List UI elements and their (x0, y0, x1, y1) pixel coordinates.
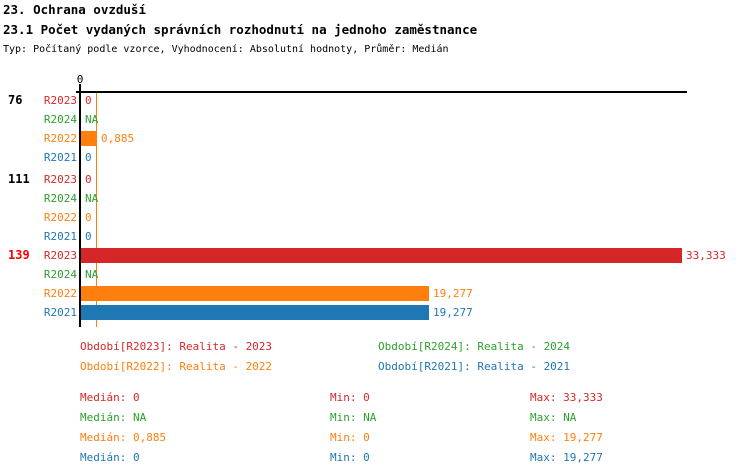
stat-max: Max: 33,333 (530, 391, 603, 404)
legend-item: Období[R2021]: Realita - 2021 (378, 360, 571, 373)
bar-value-label: NA (85, 192, 99, 205)
stat-min: Min: 0 (330, 451, 370, 464)
bar-row-label: R2021 (43, 230, 77, 243)
legend-item: Období[R2024]: Realita - 2024 (378, 340, 571, 353)
bar-row-label: R2024 (43, 113, 77, 126)
stat-min: Min: NA (330, 411, 377, 424)
chart-meta-line: Typ: Počítaný podle vzorce, Vyhodnocení:… (3, 44, 449, 55)
bar-value-label: 0,885 (101, 132, 135, 145)
axis-tick-label: 0 (76, 73, 84, 86)
bar (81, 248, 682, 263)
bar-value-label: 0 (85, 94, 92, 107)
bar-row-label: R2023 (43, 173, 77, 186)
stat-max: Max: NA (530, 411, 577, 424)
bar-chart: 0 76 R2023 0 R2024 NA R2022 0,885 R2021 0 111 R202… (0, 70, 750, 338)
bar-row-label: R2023 (43, 94, 77, 107)
bar-row-label: R2024 (43, 268, 77, 281)
page-title: 23. Ochrana ovzduší (3, 2, 146, 17)
bar-value-label: 0 (85, 173, 92, 186)
stat-max: Max: 19,277 (530, 451, 603, 464)
bar-value-label: NA (85, 268, 99, 281)
axis-horizontal-line (76, 91, 687, 93)
stat-median: Medián: 0 (80, 391, 140, 404)
stat-max: Max: 19,277 (530, 431, 603, 444)
bar (81, 305, 429, 320)
bar-value-label: NA (85, 113, 99, 126)
stat-min: Min: 0 (330, 391, 370, 404)
group-label: 76 (8, 93, 23, 107)
bar-value-label: 0 (85, 151, 92, 164)
bar-row-label: R2021 (43, 306, 77, 319)
bar (81, 286, 429, 301)
stat-median: Medián: 0,885 (80, 431, 167, 444)
bar-row-label: R2024 (43, 192, 77, 205)
bar-row-label: R2021 (43, 151, 77, 164)
axis-vertical-line (79, 84, 81, 327)
bar-value-label: 0 (85, 211, 92, 224)
bar-value-label: 19,277 (433, 306, 473, 319)
legend-item: Období[R2023]: Realita - 2023 (80, 340, 273, 353)
stat-min: Min: 0 (330, 431, 370, 444)
bar-row-label: R2022 (43, 211, 77, 224)
bar (81, 131, 97, 146)
stat-median: Medián: 0 (80, 451, 140, 464)
group-label: 139 (8, 248, 30, 262)
group-label: 111 (8, 172, 30, 186)
median-line (95, 93, 97, 327)
stat-median: Medián: NA (80, 411, 147, 424)
chart-subtitle: 23.1 Počet vydaných správních rozhodnutí… (3, 22, 478, 37)
bar-value-label: 19,277 (433, 287, 473, 300)
bar-value-label: 0 (85, 230, 92, 243)
bar-row-label: R2022 (43, 132, 77, 145)
legend-item: Období[R2022]: Realita - 2022 (80, 360, 273, 373)
bar-value-label: 33,333 (686, 249, 726, 262)
bar-row-label: R2022 (43, 287, 77, 300)
bar-row-label: R2023 (43, 249, 77, 262)
